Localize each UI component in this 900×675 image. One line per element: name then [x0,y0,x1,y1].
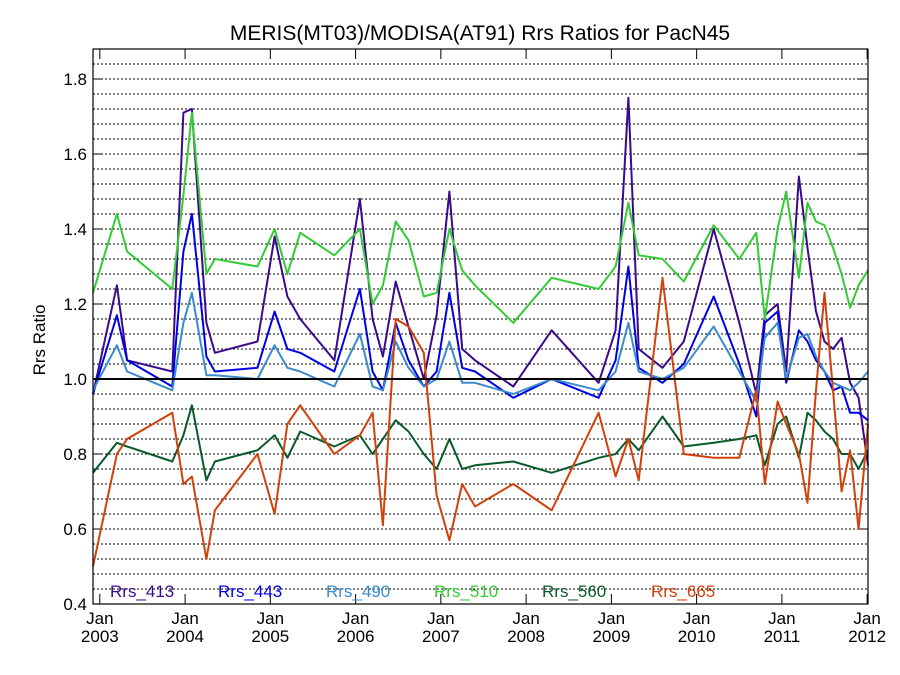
y-tick-label: 0.6 [63,520,87,539]
x-tick-year-label: 2012 [848,627,886,646]
x-tick-year-label: 2009 [592,627,630,646]
legend-entry-rrs-490: Rrs_490 [326,582,390,601]
series-line-rrs-510 [92,111,869,324]
x-tick-month-label: Jan [768,609,795,628]
y-tick-label: 0.4 [63,595,87,614]
series-line-rrs-665 [92,276,869,567]
legend-entry-rrs-510: Rrs_510 [434,582,498,601]
series-line-rrs-413 [92,96,869,466]
x-tick-year-label: 2007 [422,627,460,646]
x-tick-month-label: Jan [683,609,710,628]
y-tick-label: 1.8 [63,70,87,89]
plot-area: 0.40.60.81.01.21.41.61.8Jan2003Jan2004Ja… [63,48,886,646]
plot-frame [92,48,869,605]
x-tick-month-label: Jan [86,609,113,628]
y-axis-label: Rrs Ratio [30,305,49,376]
x-tick-year-label: 2011 [764,627,801,646]
x-tick-year-label: 2003 [81,627,119,646]
x-tick-month-label: Jan [342,609,369,628]
x-tick-year-label: 2010 [678,627,716,646]
x-tick-month-label: Jan [427,609,454,628]
x-tick-year-label: 2004 [166,627,204,646]
x-tick-year-label: 2006 [337,627,375,646]
x-tick-month-label: Jan [598,609,625,628]
legend-entry-rrs-560: Rrs_560 [542,582,606,601]
chart-title: MERIS(MT03)/MODISA(AT91) Rrs Ratios for … [230,22,730,45]
series-line-rrs-560 [92,404,869,482]
y-tick-label: 0.8 [63,445,87,464]
y-tick-label: 1.0 [63,370,87,389]
x-tick-year-label: 2008 [507,627,545,646]
x-tick-month-label: Jan [257,609,284,628]
series-line-rrs-490 [92,291,869,403]
legend-entry-rrs-413: Rrs_413 [110,582,174,601]
x-tick-year-label: 2005 [251,627,289,646]
x-tick-month-label: Jan [171,609,198,628]
y-tick-label: 1.4 [63,220,87,239]
legend-entry-rrs-665: Rrs_665 [651,582,715,601]
x-tick-month-label: Jan [512,609,539,628]
series-line-rrs-443 [92,213,869,422]
x-tick-month-label: Jan [853,609,880,628]
y-tick-label: 1.2 [63,295,87,314]
legend-entry-rrs-443: Rrs_443 [218,582,282,601]
legend: Rrs_413 Rrs_443 Rrs_490 Rrs_510 Rrs_560 Rrs_6… [110,582,715,601]
y-tick-label: 1.6 [63,145,87,164]
